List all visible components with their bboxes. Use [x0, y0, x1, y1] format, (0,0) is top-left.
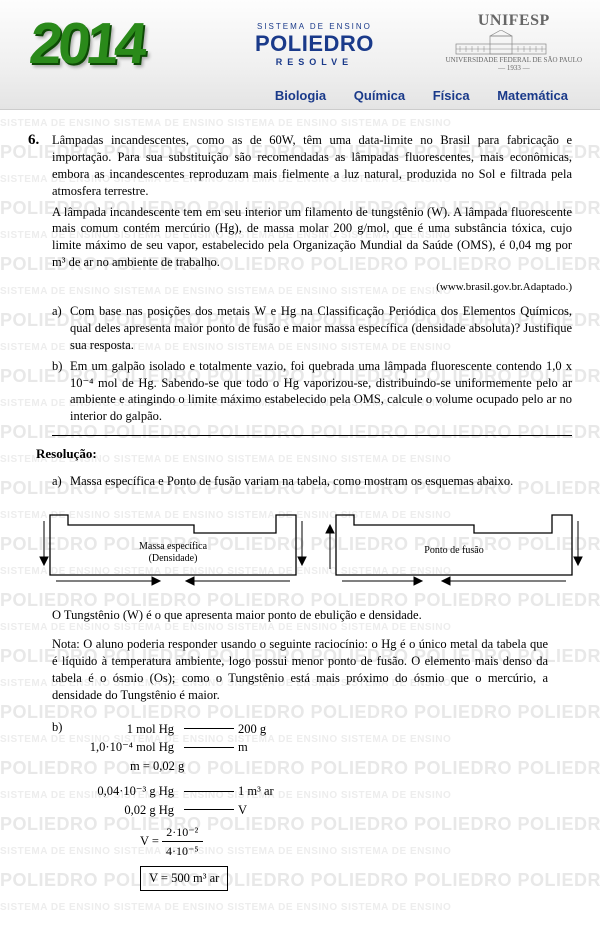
nav-matematica[interactable]: Matemática	[497, 88, 568, 103]
calc-r1-left: 1 mol Hg	[70, 720, 180, 739]
sub-b-label: b)	[52, 358, 70, 426]
sub-question-b: b) Em um galpão isolado e totalmente vaz…	[52, 358, 572, 426]
diagram1-label2: (Densidade)	[149, 553, 198, 564]
separator-line	[52, 435, 572, 436]
unifesp-logo: UNIFESP UNIVERSIDADE FEDERAL DE SÃO PAUL…	[446, 12, 582, 72]
subject-nav: Biologia Química Física Matemática	[263, 88, 580, 103]
unifesp-subtitle: UNIVERSIDADE FEDERAL DE SÃO PAULO	[446, 56, 582, 64]
year-logo: 2014	[26, 10, 146, 77]
sub-b-text: Em um galpão isolado e totalmente vazio,…	[70, 358, 572, 426]
dash-icon	[184, 791, 234, 792]
nav-quimica[interactable]: Química	[354, 88, 405, 103]
calc-r5-right: V	[238, 801, 298, 820]
diagram2-label: Ponto de fusão	[424, 545, 483, 556]
answer-b-block: b) 1 mol Hg 200 g 1,0·10⁻⁴ mol Hg m m = …	[52, 720, 572, 892]
poliedro-sub-text: RESOLVE	[255, 57, 374, 67]
calc-r1-right: 200 g	[238, 720, 298, 739]
sub-a-label: a)	[52, 303, 70, 354]
diagram-fusion: Ponto de fusão	[324, 503, 584, 593]
question-paragraph-1: Lâmpadas incandescentes, como as de 60W,…	[52, 132, 572, 200]
answer-a-conclusion: O Tungstênio (W) é o que apresenta maior…	[52, 607, 548, 624]
fraction: 2·10⁻² 4·10⁻⁵	[162, 823, 203, 860]
calc-r5-left: 0,02 g Hg	[70, 801, 180, 820]
answer-b-label: b)	[52, 720, 70, 892]
question-block: 6. Lâmpadas incandescentes, como as de 6…	[28, 132, 572, 275]
dash-icon	[184, 747, 234, 748]
page-content: 6. Lâmpadas incandescentes, como as de 6…	[0, 110, 600, 911]
nav-biologia[interactable]: Biologia	[275, 88, 326, 103]
poliedro-top-text: SISTEMA DE ENSINO	[255, 22, 374, 31]
sub-a-text: Com base nas posições dos metais W e Hg …	[70, 303, 572, 354]
calc-r4-right: 1 m³ ar	[238, 782, 298, 801]
dash-icon	[184, 809, 234, 810]
resolution-title: Resolução:	[36, 446, 572, 462]
building-icon	[446, 30, 582, 56]
calc-r2-left: 1,0·10⁻⁴ mol Hg	[70, 738, 180, 757]
unifesp-title: UNIFESP	[446, 12, 582, 30]
nav-fisica[interactable]: Física	[433, 88, 470, 103]
question-number: 6.	[28, 132, 52, 275]
answer-a-label: a)	[52, 474, 70, 489]
calc-r4-left: 0,04·10⁻³ g Hg	[70, 782, 180, 801]
poliedro-main-text: POLIEDRO	[255, 31, 374, 57]
page-header: 2014 SISTEMA DE ENSINO POLIEDRO RESOLVE …	[0, 0, 600, 110]
diagram-density: Massa específica (Densidade)	[38, 503, 308, 593]
sub-question-a: a) Com base nas posições dos metais W e …	[52, 303, 572, 354]
calc-mass-result: m = 0,02 g	[130, 757, 298, 776]
boxed-result: V = 500 m³ ar	[140, 866, 228, 891]
fraction-top: 2·10⁻²	[162, 823, 203, 842]
dash-icon	[184, 728, 234, 729]
calc-r2-right: m	[238, 738, 298, 757]
question-source: (www.brasil.gov.br.Adaptado.)	[28, 281, 572, 293]
periodic-diagrams: Massa específica (Densidade)	[38, 503, 562, 593]
calculation: 1 mol Hg 200 g 1,0·10⁻⁴ mol Hg m m = 0,0…	[70, 720, 298, 892]
unifesp-year: — 1933 —	[446, 64, 582, 72]
answer-a-note: Nota: O aluno poderia responder usando o…	[52, 636, 548, 704]
fraction-bottom: 4·10⁻⁵	[162, 842, 203, 860]
question-paragraph-2: A lâmpada incandescente tem em seu inter…	[52, 204, 572, 272]
answer-a-intro: a) Massa específica e Ponto de fusão var…	[52, 474, 572, 489]
calc-v-eq: V =	[140, 832, 159, 851]
answer-a-text: Massa específica e Ponto de fusão variam…	[70, 474, 513, 489]
diagram1-label1: Massa específica	[139, 541, 208, 552]
poliedro-logo: SISTEMA DE ENSINO POLIEDRO RESOLVE	[255, 22, 374, 67]
